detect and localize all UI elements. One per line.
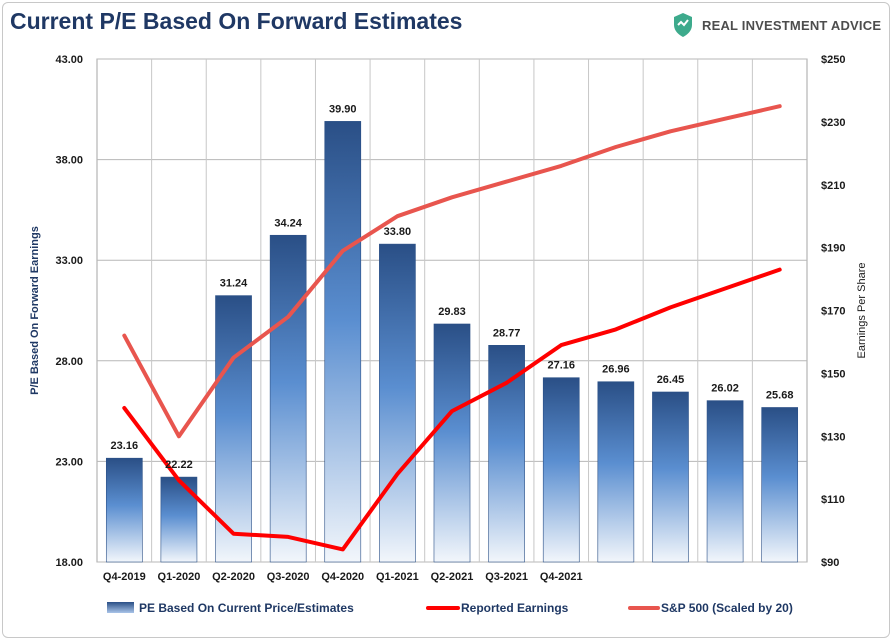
- bar-10: [652, 391, 689, 563]
- bar-label-7: 28.77: [493, 327, 521, 339]
- legend-label-reported: Reported Earnings: [461, 601, 569, 615]
- y2-tick-label: $250: [821, 54, 845, 66]
- y2-tick-label: $90: [821, 557, 839, 569]
- bar-label-0: 23.16: [111, 440, 139, 452]
- legend-label-sp500: S&P 500 (Scaled by 20): [661, 601, 793, 615]
- bar-4: [324, 121, 362, 563]
- bar-label-10: 26.45: [657, 374, 685, 386]
- sp500-line: [122, 104, 782, 439]
- reported-earnings-line: [122, 267, 782, 552]
- legend-swatch-pe: [107, 602, 134, 613]
- bar-label-9: 26.96: [602, 364, 630, 376]
- y2-tick-label: $170: [821, 306, 845, 318]
- bar-label-12: 25.68: [766, 389, 794, 401]
- x-tick-label-2: Q2-2020: [212, 571, 255, 583]
- bar-0: [105, 457, 143, 563]
- bar-7: [488, 345, 525, 563]
- x-tick-label-4: Q4-2020: [321, 571, 364, 583]
- bar-label-3: 34.24: [274, 217, 302, 229]
- x-tick-label-7: Q3-2021: [485, 571, 528, 583]
- y2-axis-title: Earnings Per Share: [856, 263, 868, 359]
- y-axis-title: P/E Based On Forward Earnings: [29, 226, 41, 395]
- bar-11: [706, 400, 744, 563]
- x-tick-label-0: Q4-2019: [103, 571, 146, 583]
- y-tick-label: 38.00: [55, 155, 83, 167]
- y-tick-label: 33.00: [55, 255, 83, 267]
- x-tick-label-8: Q4-2021: [540, 571, 583, 583]
- shield-icon: [674, 13, 692, 37]
- y2-tick-label: $130: [821, 431, 845, 443]
- bar-8: [542, 377, 580, 563]
- x-tick-label-3: Q3-2020: [267, 571, 310, 583]
- bar-5: [379, 243, 416, 563]
- bar-1: [160, 476, 198, 563]
- bar-label-11: 26.02: [711, 383, 739, 395]
- legend-label-pe: PE Based On Current Price/Estimates: [139, 601, 354, 615]
- bar-label-5: 33.80: [384, 226, 412, 238]
- bar-label-2: 31.24: [220, 278, 248, 290]
- y2-tick-label: $210: [821, 180, 845, 192]
- y-tick-label: 18.00: [55, 557, 83, 569]
- bar-label-6: 29.83: [438, 306, 466, 318]
- page-title: Current P/E Based On Forward Estimates: [10, 8, 463, 34]
- y-tick-label: 43.00: [55, 54, 83, 66]
- bar-label-4: 39.90: [329, 103, 357, 115]
- y2-tick-label: $230: [821, 117, 845, 129]
- y2-tick-label: $110: [821, 494, 845, 506]
- bar-9: [597, 381, 635, 563]
- bar-label-1: 22.22: [165, 459, 193, 471]
- y2-tick-label: $150: [821, 368, 845, 380]
- bar-6: [433, 323, 471, 563]
- brand-logo: REAL INVESTMENT ADVICE: [672, 12, 881, 38]
- y-tick-label: 23.00: [55, 456, 83, 468]
- bar-2: [215, 295, 252, 563]
- y-tick-label: 28.00: [55, 356, 83, 368]
- bar-12: [761, 407, 799, 563]
- bar-3: [269, 234, 307, 563]
- bar-label-8: 27.16: [547, 360, 575, 372]
- brand-name: REAL INVESTMENT ADVICE: [702, 17, 882, 33]
- x-tick-label-6: Q2-2021: [431, 571, 474, 583]
- x-tick-label-1: Q1-2020: [158, 571, 201, 583]
- x-tick-label-5: Q1-2021: [376, 571, 419, 583]
- y2-tick-label: $190: [821, 243, 845, 255]
